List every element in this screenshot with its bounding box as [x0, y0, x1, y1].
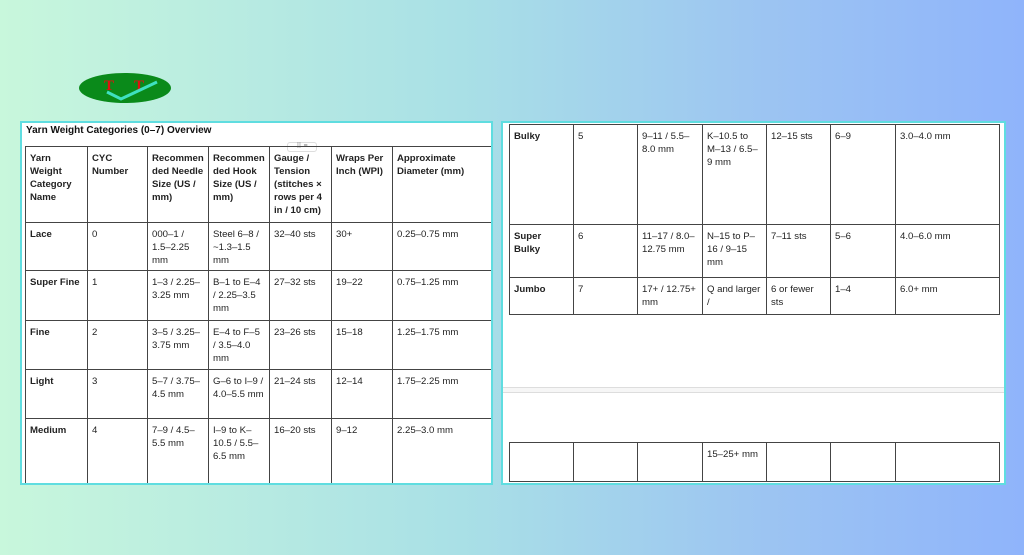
cell: Bulky [509, 124, 574, 225]
yarn-table: Yarn Weight Category Name CYC Number Rec… [25, 146, 491, 483]
cell: 23–26 sts [269, 320, 332, 370]
cell: 16–20 sts [269, 418, 332, 483]
cell: 1.75–2.25 mm [392, 369, 491, 419]
cell: 000–1 / 1.5–2.25 mm [147, 222, 209, 271]
cell: 9–12 [331, 418, 393, 483]
table-row: Jumbo 7 17+ / 12.75+ mm Q and larger /6 or … [509, 277, 1000, 315]
header-cell: Gauge / Tension (stitches × rows per 4 i… [269, 146, 332, 223]
table-row: Super Fine 1 1–3 / 2.25–3.25 mm B–1 to E–4 … [25, 270, 491, 321]
cell: Q and larger / [702, 277, 767, 315]
cell [637, 442, 703, 482]
document-page-left: Yarn Weight Categories (0–7) Overview ⠿ … [20, 121, 493, 485]
table-row: Medium 4 7–9 / 4.5–5.5 mm I–9 to K–10.5 / 5… [25, 418, 491, 483]
cell: 4.0–6.0 mm [895, 224, 1000, 278]
cell: 17+ / 12.75+ mm [637, 277, 703, 315]
cell: 1–3 / 2.25–3.25 mm [147, 270, 209, 321]
cell: Light [25, 369, 88, 419]
cell: 2 [87, 320, 148, 370]
document-page-right: Bulky 5 9–11 / 5.5–8.0 mm K–10.5 to M–13 / … [501, 121, 1006, 485]
cell [830, 442, 896, 482]
cell: 6–9 [830, 124, 896, 225]
table-row: Fine 2 3–5 / 3.25–3.75 mm E–4 to F–5 / 3.5–… [25, 320, 491, 370]
yarn-table-overflow: 15–25+ mm [509, 442, 1000, 482]
cell: 1–4 [830, 277, 896, 315]
cell: Super Fine [25, 270, 88, 321]
cell: 11–17 / 8.0–12.75 mm [637, 224, 703, 278]
cell: 12–15 sts [766, 124, 831, 225]
site-logo: T T [79, 72, 172, 104]
cell: Medium [25, 418, 88, 483]
cell: 2.25–3.0 mm [392, 418, 491, 483]
header-cell: Approximate Diameter (mm) [392, 146, 491, 223]
cell [573, 442, 638, 482]
table-row: Lace 0 000–1 / 1.5–2.25 mm Steel 6–8 / ~1.3… [25, 222, 491, 271]
cell: 6.0+ mm [895, 277, 1000, 315]
page-break [503, 387, 1004, 393]
yarn-table-continued: Bulky 5 9–11 / 5.5–8.0 mm K–10.5 to M–13 / … [509, 124, 1000, 315]
cell: Fine [25, 320, 88, 370]
table-row: 15–25+ mm [509, 442, 1000, 482]
cell: 0.75–1.25 mm [392, 270, 491, 321]
cell: 0.25–0.75 mm [392, 222, 491, 271]
cell: 27–32 sts [269, 270, 332, 321]
document-title: Yarn Weight Categories (0–7) Overview [26, 125, 212, 136]
cell: 12–14 [331, 369, 393, 419]
table-row: Light 3 5–7 / 3.75–4.5 mm G–6 to I–9 / 4.0–… [25, 369, 491, 419]
cell: 0 [87, 222, 148, 271]
cell: 5–6 [830, 224, 896, 278]
svg-text:T: T [104, 78, 114, 94]
table-header-row: Yarn Weight Category Name CYC Number Rec… [25, 146, 491, 223]
cell: 3–5 / 3.25–3.75 mm [147, 320, 209, 370]
cell: 5 [573, 124, 638, 225]
cell [509, 442, 574, 482]
cell: E–4 to F–5 / 3.5–4.0 mm [208, 320, 270, 370]
cell: 6 [573, 224, 638, 278]
header-cell: CYC Number [87, 146, 148, 223]
cell: 4 [87, 418, 148, 483]
cell: 6 or fewer sts [766, 277, 831, 315]
header-cell: Wraps Per Inch (WPI) [331, 146, 393, 223]
header-cell: Recommended Hook Size (US / mm) [208, 146, 270, 223]
cell: G–6 to I–9 / 4.0–5.5 mm [208, 369, 270, 419]
cell: B–1 to E–4 / 2.25–3.5 mm [208, 270, 270, 321]
cell [766, 442, 831, 482]
table-row: Super Bulky 6 11–17 / 8.0–12.75 mm N–15 to … [509, 224, 1000, 278]
cell: Super Bulky [509, 224, 574, 278]
cell: 15–18 [331, 320, 393, 370]
cell: Jumbo [509, 277, 574, 315]
cell: 3 [87, 369, 148, 419]
cell: 9–11 / 5.5–8.0 mm [637, 124, 703, 225]
header-cell: Recommended Needle Size (US / mm) [147, 146, 209, 223]
cell: 32–40 sts [269, 222, 332, 271]
cell: 1.25–1.75 mm [392, 320, 491, 370]
cell: 15–25+ mm [702, 442, 767, 482]
cell [895, 442, 1000, 482]
cell: 19–22 [331, 270, 393, 321]
table-row: Bulky 5 9–11 / 5.5–8.0 mm K–10.5 to M–13 / … [509, 124, 1000, 225]
svg-text:T: T [134, 78, 144, 94]
cell: 1 [87, 270, 148, 321]
cell: K–10.5 to M–13 / 6.5–9 mm [702, 124, 767, 225]
cell: Steel 6–8 / ~1.3–1.5 mm [208, 222, 270, 271]
cell: 3.0–4.0 mm [895, 124, 1000, 225]
cell: 7–9 / 4.5–5.5 mm [147, 418, 209, 483]
cell: Lace [25, 222, 88, 271]
cell: N–15 to P–16 / 9–15 mm [702, 224, 767, 278]
header-cell: Yarn Weight Category Name [25, 146, 88, 223]
cell: 7–11 sts [766, 224, 831, 278]
cell: 30+ [331, 222, 393, 271]
cell: 7 [573, 277, 638, 315]
cell: 5–7 / 3.75–4.5 mm [147, 369, 209, 419]
cell: 21–24 sts [269, 369, 332, 419]
cell: I–9 to K–10.5 / 5.5–6.5 mm [208, 418, 270, 483]
